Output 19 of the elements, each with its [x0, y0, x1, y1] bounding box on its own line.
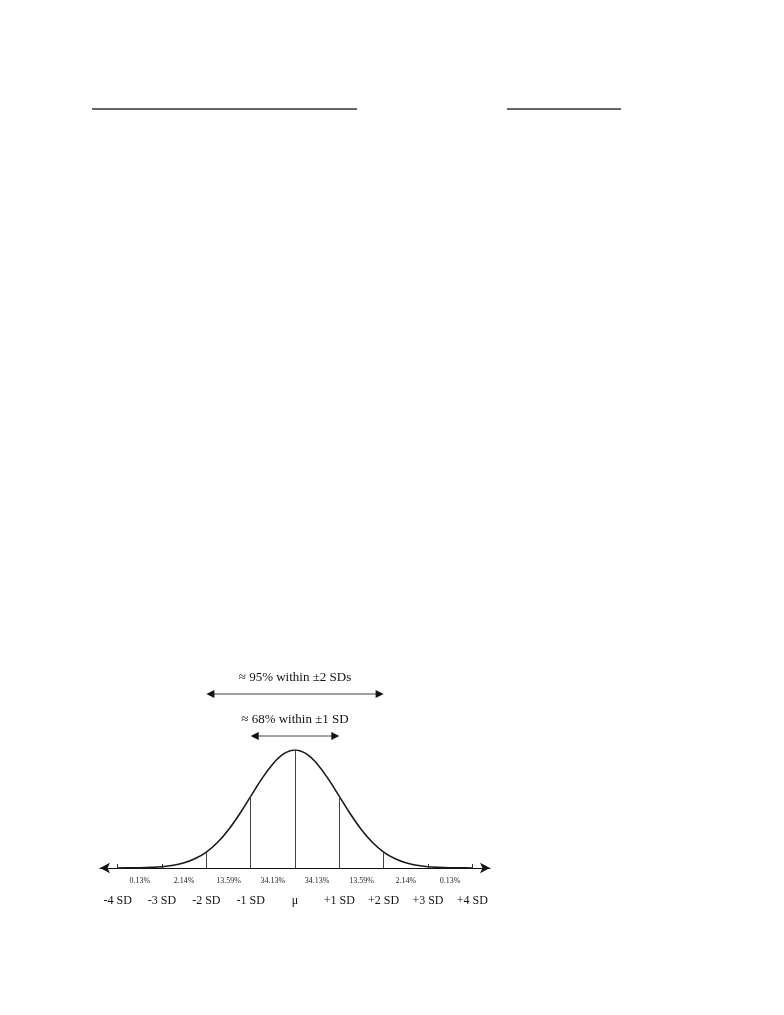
text: 0.13%	[439, 876, 461, 885]
x-tick-label: +2 SD	[368, 893, 400, 907]
text: 0.13%	[129, 876, 151, 885]
text: 2.14%	[395, 876, 417, 885]
text: 34.13%	[260, 876, 286, 885]
text: 2.14%	[173, 876, 195, 885]
text: ≈ 95% within ±2 SDs	[238, 669, 352, 684]
x-tick-label: -1 SD	[236, 893, 266, 907]
text: 13.59%	[216, 876, 242, 885]
x-tick-label: +1 SD	[323, 893, 356, 907]
x-tick-label: -3 SD	[147, 893, 177, 907]
x-tick-label: -2 SD	[192, 893, 221, 907]
x-tick-label: μ	[291, 893, 299, 907]
x-tick-label: +4 SD	[456, 893, 489, 907]
text: ≈ 68% within ±1 SD	[241, 711, 349, 726]
x-tick-label: -4 SD	[103, 893, 133, 907]
x-tick-label: +3 SD	[412, 893, 444, 907]
text: 34.13%	[304, 876, 330, 885]
text: 13.59%	[349, 876, 375, 885]
